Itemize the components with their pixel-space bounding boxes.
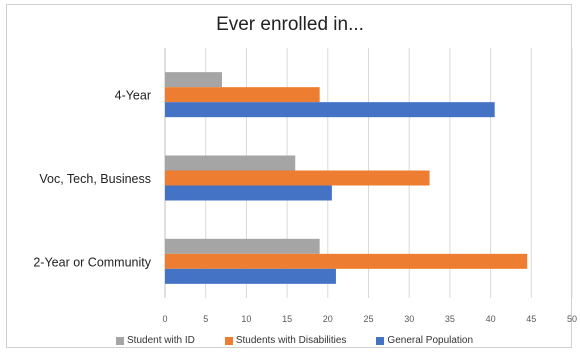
legend-item-general-population: General Population bbox=[376, 335, 473, 346]
legend-swatch bbox=[376, 336, 385, 345]
x-tick-label: 20 bbox=[323, 314, 333, 324]
category-label: 2-Year or Community bbox=[33, 255, 151, 269]
x-tick-label: 30 bbox=[404, 314, 414, 324]
bar bbox=[165, 72, 222, 88]
bar bbox=[165, 102, 495, 118]
bar bbox=[165, 87, 320, 103]
legend-swatch bbox=[224, 336, 233, 345]
legend: Student with ID Students with Disabiliti… bbox=[116, 335, 473, 346]
x-tick-label: 25 bbox=[363, 314, 373, 324]
bar bbox=[165, 170, 430, 186]
x-tick-label: 50 bbox=[567, 314, 577, 324]
x-tick-label: 45 bbox=[526, 314, 536, 324]
bar bbox=[165, 253, 528, 269]
x-tick-label: 0 bbox=[162, 314, 167, 324]
x-tick-label: 35 bbox=[445, 314, 455, 324]
bar bbox=[165, 268, 336, 284]
bar bbox=[165, 185, 332, 201]
category-label: Voc, Tech, Business bbox=[39, 172, 151, 186]
x-tick-label: 15 bbox=[282, 314, 292, 324]
legend-item-student-with-id: Student with ID bbox=[116, 335, 195, 346]
chart-title: Ever enrolled in... bbox=[216, 14, 364, 35]
legend-item-students-with-disabilities: Students with Disabilities bbox=[224, 335, 347, 346]
legend-label: Students with Disabilities bbox=[235, 335, 347, 346]
category-label: 4-Year bbox=[115, 89, 151, 103]
legend-label: General Population bbox=[387, 335, 474, 346]
legend-swatch bbox=[116, 336, 124, 345]
x-tick-label: 40 bbox=[486, 314, 496, 324]
bar bbox=[165, 238, 320, 254]
x-tick-label: 5 bbox=[203, 314, 208, 324]
legend-label: Student with ID bbox=[127, 335, 195, 346]
x-tick-label: 10 bbox=[241, 314, 251, 324]
bar bbox=[165, 155, 296, 171]
